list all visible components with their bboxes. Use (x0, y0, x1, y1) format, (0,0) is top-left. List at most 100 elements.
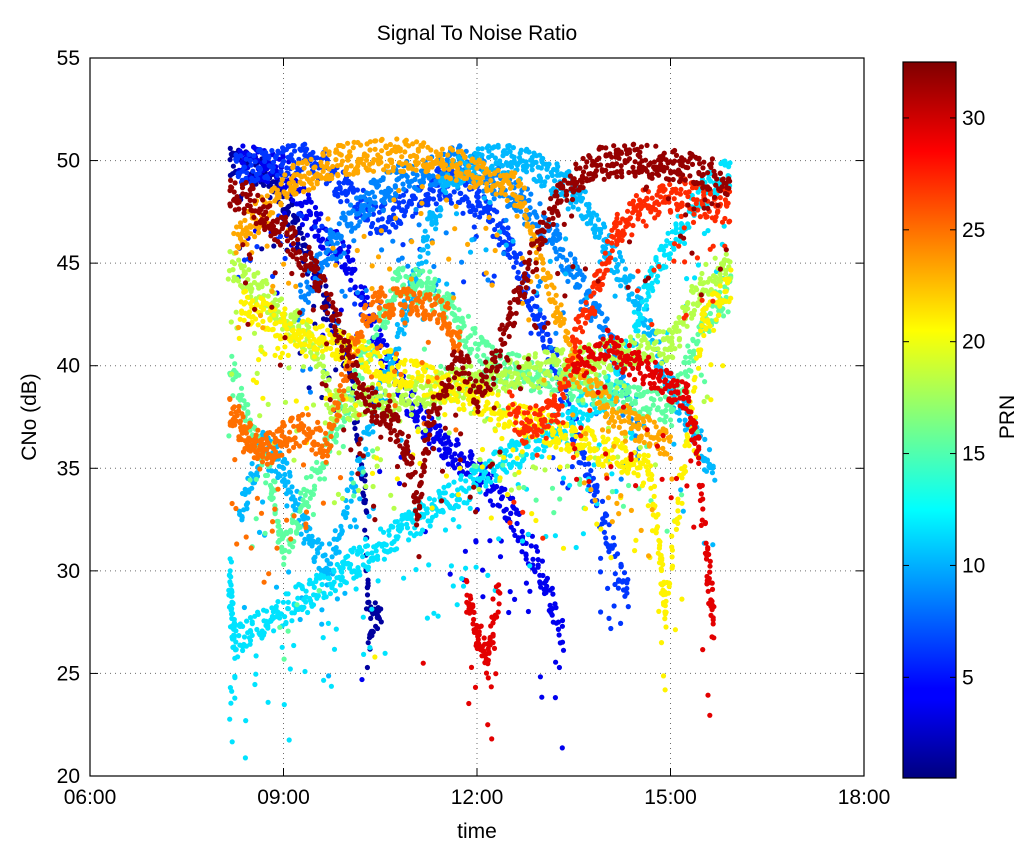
point (353, 524, 359, 530)
point (431, 284, 437, 290)
point (281, 555, 287, 561)
point (420, 179, 427, 185)
point (248, 162, 254, 168)
point (248, 285, 254, 291)
point (449, 454, 455, 460)
point (291, 642, 297, 649)
point (431, 497, 437, 503)
point (671, 441, 677, 447)
point (316, 588, 322, 594)
point (621, 383, 627, 389)
point (294, 530, 300, 536)
point (407, 512, 413, 518)
point (642, 336, 648, 343)
point (645, 325, 652, 331)
point (564, 463, 571, 469)
point (388, 187, 394, 193)
point (678, 487, 684, 493)
point (511, 527, 517, 534)
point (303, 213, 309, 219)
point (663, 264, 669, 270)
point (342, 262, 348, 268)
point (321, 476, 328, 482)
point (323, 594, 329, 600)
point (362, 213, 368, 219)
point (537, 311, 543, 317)
point (555, 619, 562, 625)
point (547, 258, 553, 264)
point (326, 377, 332, 383)
point (246, 267, 252, 273)
point (615, 578, 622, 584)
point (663, 414, 669, 420)
point (228, 319, 234, 325)
point (477, 203, 483, 209)
point (563, 271, 569, 277)
point (503, 217, 509, 223)
point (241, 164, 247, 170)
scatter-points (225, 136, 734, 761)
point (282, 399, 289, 405)
point (390, 524, 396, 530)
point (526, 149, 532, 155)
point (302, 141, 308, 147)
point (511, 596, 518, 603)
point (230, 267, 236, 273)
point (265, 699, 271, 705)
point (405, 263, 411, 269)
point (438, 428, 444, 434)
point (247, 628, 253, 634)
point (331, 567, 337, 573)
point (282, 471, 288, 478)
point (470, 476, 476, 482)
point (469, 237, 475, 243)
point (474, 353, 480, 359)
point (660, 329, 667, 335)
point (412, 176, 418, 183)
point (394, 321, 400, 328)
point (535, 283, 542, 289)
point (339, 288, 345, 294)
point (598, 226, 604, 233)
point (343, 514, 349, 521)
point (441, 484, 447, 490)
point (627, 334, 634, 340)
point (725, 309, 731, 315)
point (508, 487, 514, 493)
point (297, 524, 303, 530)
point (485, 143, 491, 149)
point (404, 525, 411, 531)
point (324, 262, 330, 268)
point (604, 512, 610, 518)
point (364, 664, 370, 671)
point (265, 293, 271, 299)
point (554, 227, 560, 234)
point (433, 226, 439, 232)
point (622, 593, 628, 599)
point (446, 449, 452, 455)
point (281, 465, 287, 471)
point (332, 528, 338, 534)
point (298, 230, 304, 236)
point (319, 245, 325, 251)
point (618, 476, 624, 482)
point (326, 673, 332, 679)
point (310, 491, 316, 497)
point (523, 159, 529, 165)
point (316, 545, 322, 551)
point (299, 203, 305, 209)
point (401, 186, 407, 192)
point (292, 148, 298, 154)
point (526, 360, 532, 366)
point (388, 492, 394, 498)
point (520, 534, 526, 540)
point (518, 147, 524, 153)
point (499, 494, 505, 500)
point (420, 514, 427, 520)
point (528, 381, 535, 387)
point (319, 607, 325, 613)
point (354, 290, 361, 296)
point (294, 602, 300, 608)
point (302, 668, 308, 675)
point (601, 369, 607, 375)
